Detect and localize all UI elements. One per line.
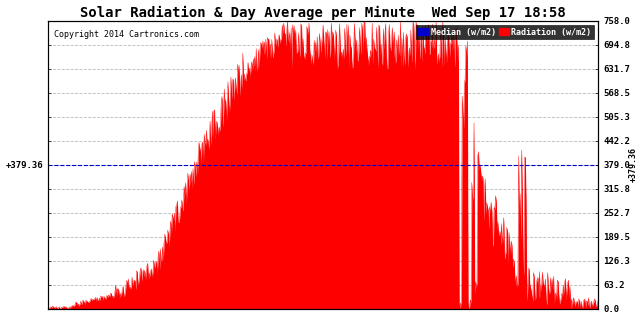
Legend: Median (w/m2), Radiation (w/m2): Median (w/m2), Radiation (w/m2) [415,25,594,39]
Title: Solar Radiation & Day Average per Minute  Wed Sep 17 18:58: Solar Radiation & Day Average per Minute… [80,5,566,20]
Text: +379.36: +379.36 [628,147,637,182]
Text: Copyright 2014 Cartronics.com: Copyright 2014 Cartronics.com [54,29,198,38]
